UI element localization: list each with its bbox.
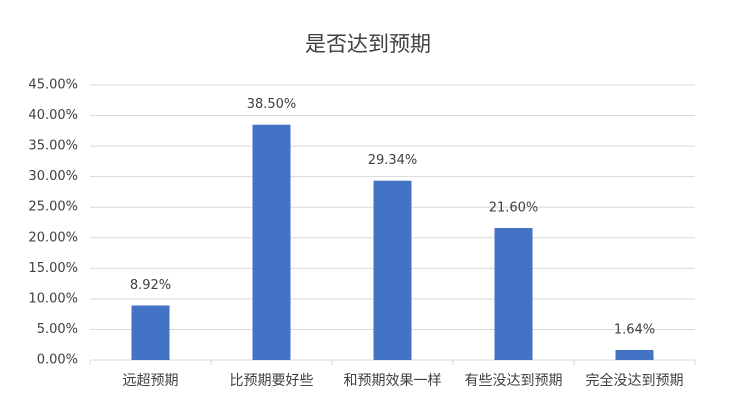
value-label: 1.64% [614,322,655,337]
value-label: 38.50% [247,97,297,112]
y-tick-label: 5.00% [37,322,78,337]
bar [252,124,291,360]
y-tick-label: 0.00% [37,353,78,368]
x-tick-label: 和预期效果一样 [344,373,442,389]
x-tick-label: 有些没达到预期 [465,373,563,389]
value-label: 21.60% [489,201,539,216]
x-tick-label: 远超预期 [123,373,179,389]
x-tick-label: 比预期要好些 [230,373,314,389]
y-tick-label: 40.00% [28,108,78,123]
bar [131,305,170,360]
chart-title: 是否达到预期 [305,32,431,56]
x-tick-label: 完全没达到预期 [586,372,684,389]
y-tick-label: 25.00% [28,200,78,215]
bar [494,228,533,360]
bar [373,180,412,360]
y-tick-label: 20.00% [28,230,78,245]
value-label: 8.92% [130,278,171,293]
value-label: 29.34% [368,153,418,168]
y-tick-label: 10.00% [28,291,78,306]
bar [615,349,654,360]
y-tick-label: 30.00% [28,169,78,184]
y-tick-label: 45.00% [28,78,78,93]
y-tick-label: 35.00% [28,139,78,154]
y-tick-label: 15.00% [28,261,78,276]
